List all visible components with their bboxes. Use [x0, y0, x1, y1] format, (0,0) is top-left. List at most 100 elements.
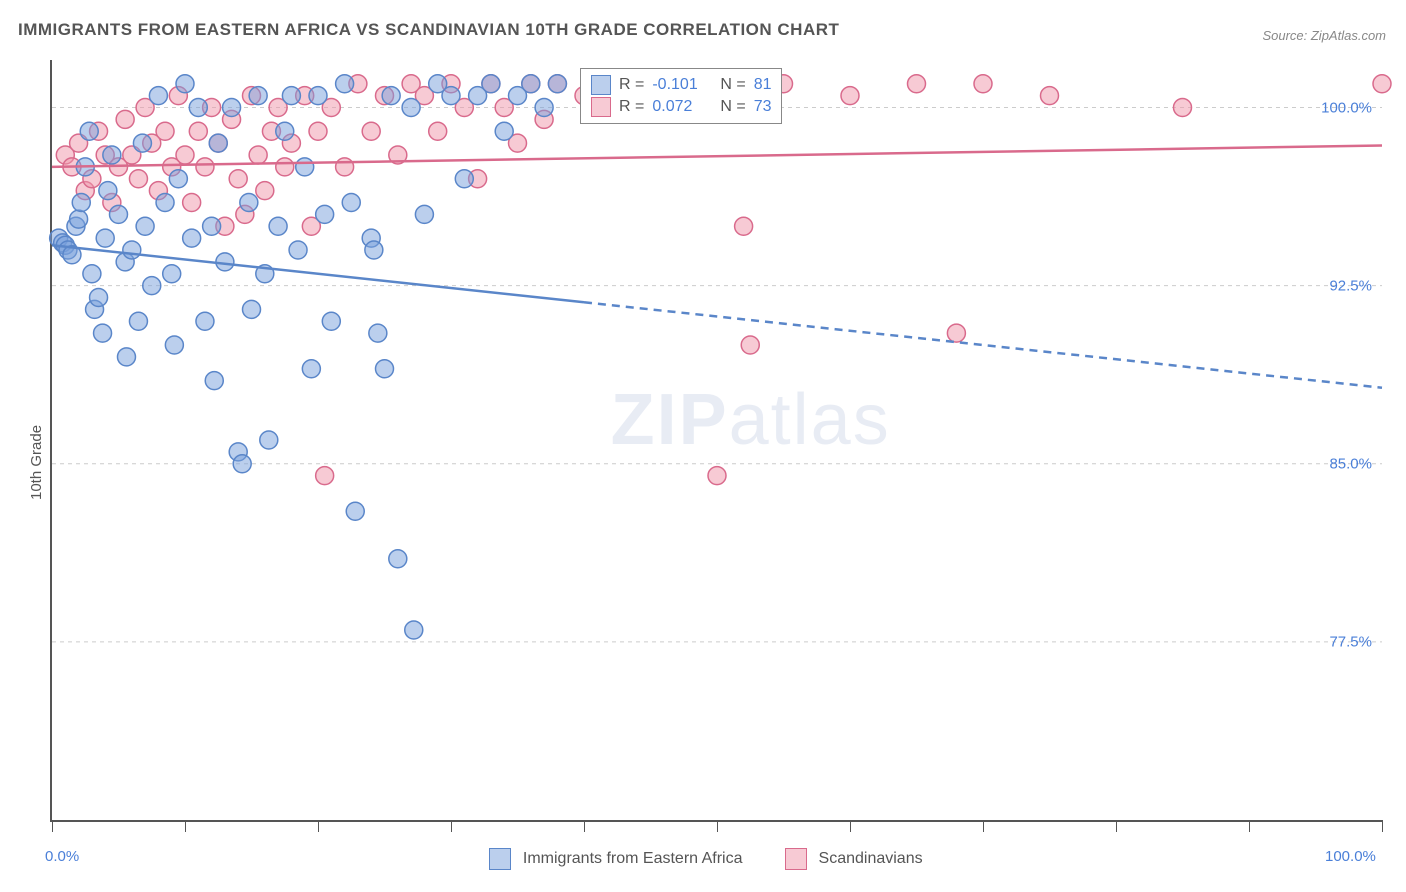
pink-legend-swatch — [785, 848, 807, 870]
plot-area: ZIPatlas 100.0%92.5%85.0%77.5% — [50, 60, 1382, 822]
x-tick — [185, 820, 186, 832]
pink-legend-label: Scandinavians — [819, 850, 923, 868]
blue-point — [94, 324, 112, 342]
blue-point — [165, 336, 183, 354]
blue-point — [143, 277, 161, 295]
pink-point — [129, 170, 147, 188]
legend-row-blue: R = -0.101 N = 81 — [591, 75, 771, 95]
blue-point — [482, 75, 500, 93]
pink-point — [1373, 75, 1391, 93]
pink-point — [316, 467, 334, 485]
pink-point — [183, 194, 201, 212]
blue-point — [90, 289, 108, 307]
blue-point — [163, 265, 181, 283]
blue-point — [495, 122, 513, 140]
pink-point — [908, 75, 926, 93]
pink-point — [189, 122, 207, 140]
blue-point — [289, 241, 307, 259]
x-tick — [451, 820, 452, 832]
series-legend: Immigrants from Eastern Africa Scandinavi… — [489, 848, 953, 870]
blue-point — [205, 372, 223, 390]
x-tick — [983, 820, 984, 832]
blue-point — [336, 75, 354, 93]
blue-point — [260, 431, 278, 449]
r-value: -0.101 — [652, 76, 712, 94]
pink-point — [741, 336, 759, 354]
blue-point — [96, 229, 114, 247]
x-tick — [584, 820, 585, 832]
pink-point — [256, 182, 274, 200]
blue-point — [309, 87, 327, 105]
x-axis-min-label: 0.0% — [45, 848, 79, 865]
blue-point — [346, 502, 364, 520]
blue-point — [196, 312, 214, 330]
pink-point — [336, 158, 354, 176]
x-tick — [1116, 820, 1117, 832]
chart-container: IMMIGRANTS FROM EASTERN AFRICA VS SCANDI… — [0, 0, 1406, 892]
blue-point — [342, 194, 360, 212]
r-label: R = — [619, 98, 644, 116]
pink-point — [196, 158, 214, 176]
blue-point — [402, 99, 420, 117]
blue-point — [233, 455, 251, 473]
blue-legend-swatch — [489, 848, 511, 870]
blue-point — [117, 348, 135, 366]
n-label: N = — [720, 76, 745, 94]
blue-point — [455, 170, 473, 188]
blue-point — [156, 194, 174, 212]
blue-point — [548, 75, 566, 93]
pink-point — [276, 158, 294, 176]
pink-point — [156, 122, 174, 140]
blue-point — [382, 87, 400, 105]
pink-point — [116, 110, 134, 128]
blue-trend-solid — [52, 245, 584, 302]
blue-point — [72, 194, 90, 212]
r-label: R = — [619, 76, 644, 94]
blue-point — [442, 87, 460, 105]
blue-point — [129, 312, 147, 330]
blue-trend-dashed — [584, 302, 1382, 388]
pink-point — [947, 324, 965, 342]
y-tick-label: 85.0% — [1329, 455, 1372, 472]
blue-point — [70, 210, 88, 228]
pink-point — [176, 146, 194, 164]
blue-point — [209, 134, 227, 152]
blue-point — [522, 75, 540, 93]
blue-point — [203, 217, 221, 235]
source-attribution: Source: ZipAtlas.com — [1262, 28, 1386, 43]
blue-point — [110, 205, 128, 223]
blue-point — [369, 324, 387, 342]
n-value: 81 — [754, 76, 772, 94]
pink-point — [229, 170, 247, 188]
legend-row-pink: R = 0.072N = 73 — [591, 97, 771, 117]
y-tick-label: 100.0% — [1321, 99, 1372, 116]
blue-point — [322, 312, 340, 330]
blue-point — [136, 217, 154, 235]
blue-point — [296, 158, 314, 176]
blue-point — [376, 360, 394, 378]
pink-point — [249, 146, 267, 164]
x-tick — [850, 820, 851, 832]
chart-svg — [52, 60, 1382, 820]
x-tick — [52, 820, 53, 832]
blue-point — [183, 229, 201, 247]
pink-point — [974, 75, 992, 93]
blue-point — [189, 99, 207, 117]
blue-point — [249, 87, 267, 105]
n-value: 73 — [754, 98, 772, 116]
blue-point — [103, 146, 121, 164]
blue-point — [99, 182, 117, 200]
blue-point — [243, 300, 261, 318]
blue-point — [169, 170, 187, 188]
blue-point — [389, 550, 407, 568]
blue-point — [80, 122, 98, 140]
blue-point — [269, 217, 287, 235]
blue-point — [133, 134, 151, 152]
pink-point — [708, 467, 726, 485]
pink-swatch — [591, 97, 611, 117]
blue-point — [240, 194, 258, 212]
x-tick — [1382, 820, 1383, 832]
blue-legend-label: Immigrants from Eastern Africa — [523, 850, 743, 868]
blue-point — [405, 621, 423, 639]
x-tick — [1249, 820, 1250, 832]
